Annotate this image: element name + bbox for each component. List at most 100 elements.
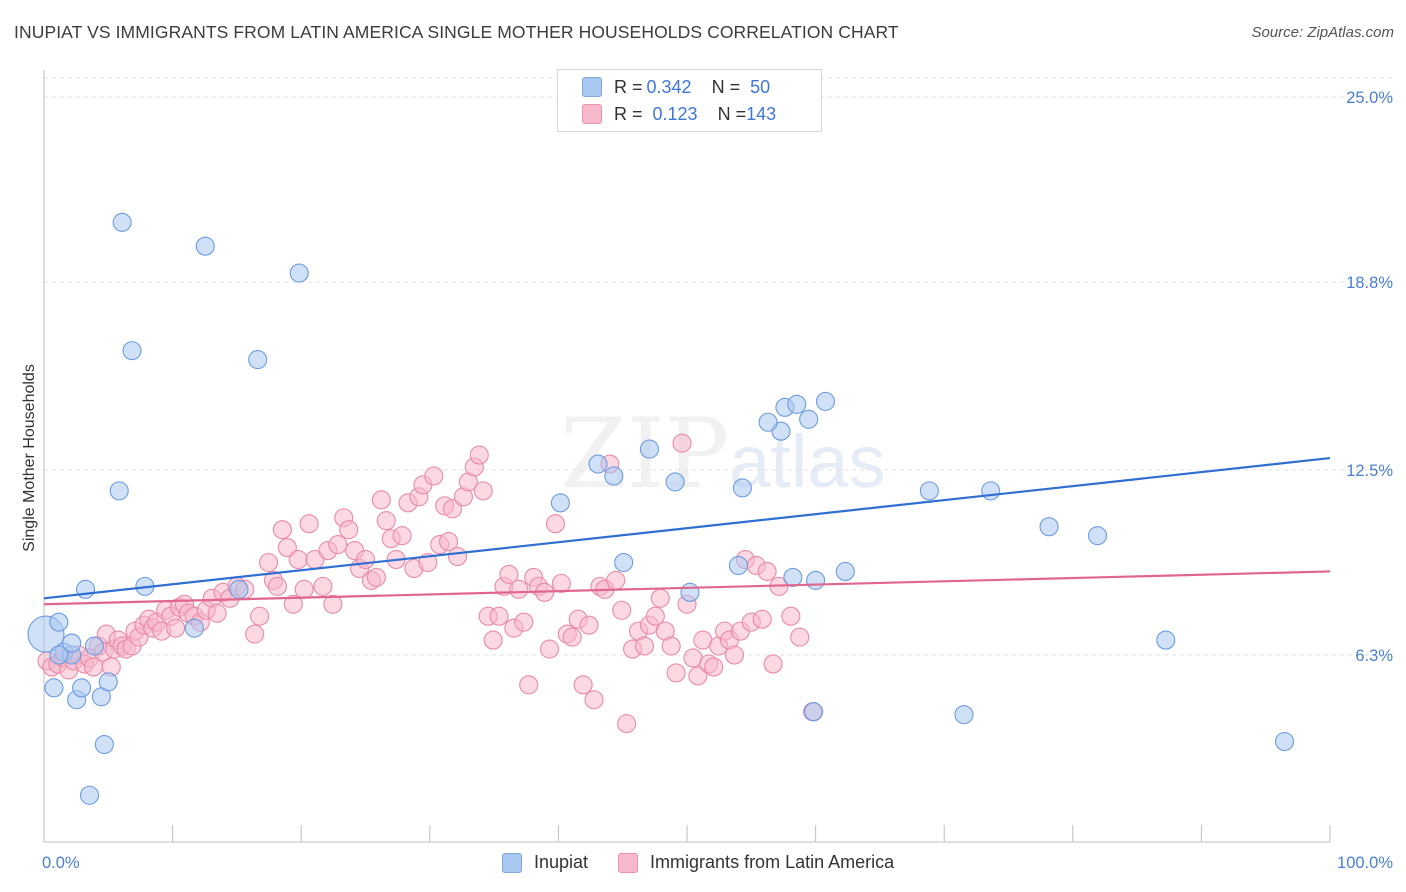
data-point: [680, 582, 700, 602]
data-point: [757, 561, 777, 581]
data-point: [473, 481, 493, 501]
data-point: [94, 734, 114, 755]
data-point: [195, 236, 215, 256]
data-point: [799, 409, 819, 429]
data-point: [250, 606, 270, 626]
data-point: [469, 445, 489, 465]
data-point: [443, 499, 463, 519]
legend-swatch-latin-america: [582, 104, 602, 124]
data-point: [1087, 526, 1108, 546]
data-point: [229, 579, 249, 599]
data-point: [584, 690, 604, 710]
series-label-latin-america: Immigrants from Latin America: [650, 852, 895, 872]
data-point: [666, 663, 686, 683]
data-point: [579, 615, 599, 635]
data-point: [339, 520, 359, 540]
data-point: [75, 579, 96, 599]
legend-n-label: N =: [711, 76, 741, 97]
data-point: [752, 609, 772, 629]
data-point: [672, 433, 692, 453]
data-point: [562, 627, 582, 647]
data-point: [790, 627, 810, 647]
data-point: [545, 514, 565, 534]
data-point: [489, 606, 509, 626]
data-point: [323, 594, 343, 614]
data-point: [835, 561, 855, 581]
data-point: [248, 350, 268, 370]
legend-row-inupiat: R = 0.342 N = 50: [582, 75, 770, 99]
y-tick-label: 12.5%: [1346, 462, 1393, 480]
trend-lines: [43, 456, 1331, 606]
data-point: [84, 636, 105, 656]
series-swatch-inupiat: [502, 852, 522, 873]
data-point: [109, 481, 129, 501]
data-point: [732, 478, 752, 498]
trend-line: [43, 456, 1331, 600]
data-point: [447, 546, 468, 567]
legend-swatch-inupiat: [582, 77, 602, 97]
data-point: [573, 675, 593, 695]
data-point: [288, 549, 308, 570]
series-swatch-latin-america: [618, 852, 639, 873]
data-point: [954, 705, 974, 725]
data-point: [758, 412, 778, 432]
legend-r-value: 0.342: [646, 76, 692, 97]
data-point: [294, 579, 314, 599]
data-point: [371, 490, 391, 510]
legend-r-value: 0.123: [652, 103, 698, 124]
data-point: [634, 636, 655, 656]
data-point: [49, 645, 69, 665]
axes: [43, 70, 1331, 843]
y-tick-label: 6.3%: [1355, 647, 1393, 665]
data-point: [661, 636, 681, 656]
data-point: [272, 520, 292, 540]
data-point: [639, 439, 659, 459]
data-point: [724, 645, 745, 665]
chart-title: INUPIAT VS IMMIGRANTS FROM LATIN AMERICA…: [14, 22, 899, 42]
y-axis-label: Single Mother Households: [21, 364, 38, 552]
data-point: [112, 212, 132, 232]
data-point: [184, 618, 204, 638]
data-point: [614, 552, 634, 573]
y-tick-label: 25.0%: [1346, 89, 1393, 107]
series-legend-latin-america: Immigrants from Latin America: [618, 852, 894, 873]
data-point: [617, 714, 637, 734]
data-point: [289, 263, 309, 283]
series-immigrants-from-latin-america: [37, 433, 823, 734]
data-point: [704, 657, 724, 677]
data-point: [424, 466, 444, 486]
data-point: [366, 567, 386, 587]
data-point: [728, 555, 748, 576]
data-point: [49, 612, 69, 632]
y-tick-label: 18.8%: [1346, 274, 1393, 292]
data-point: [514, 612, 534, 632]
data-point: [259, 552, 279, 573]
data-point: [328, 535, 348, 555]
series-legend-inupiat: Inupiat: [502, 852, 588, 873]
data-point: [781, 606, 801, 626]
series-legend: Inupiat Immigrants from Latin America: [502, 852, 924, 873]
x-tick-label: 100.0%: [1337, 854, 1393, 872]
data-points: [27, 212, 1295, 805]
series-label-inupiat: Inupiat: [534, 852, 589, 872]
data-point: [815, 391, 836, 411]
series-inupiat: [27, 212, 1295, 805]
data-point: [392, 526, 412, 546]
data-point: [806, 570, 826, 590]
data-point: [267, 576, 288, 596]
grid-lines: [44, 77, 1395, 656]
axis-labels: 25.0% 18.8% 12.5% 6.3% 0.0% 100.0% Single Moth…: [21, 89, 1393, 872]
data-point: [283, 594, 303, 614]
data-point: [919, 481, 939, 501]
data-point: [62, 633, 82, 653]
legend-row-latin-america: R = 0.123 N = 143: [582, 102, 776, 126]
data-point: [1274, 731, 1295, 752]
data-point: [804, 702, 824, 722]
data-point: [783, 567, 803, 587]
data-point: [606, 570, 626, 590]
data-point: [483, 630, 503, 650]
data-point: [122, 341, 142, 361]
data-point: [551, 573, 571, 593]
data-point: [299, 514, 319, 534]
